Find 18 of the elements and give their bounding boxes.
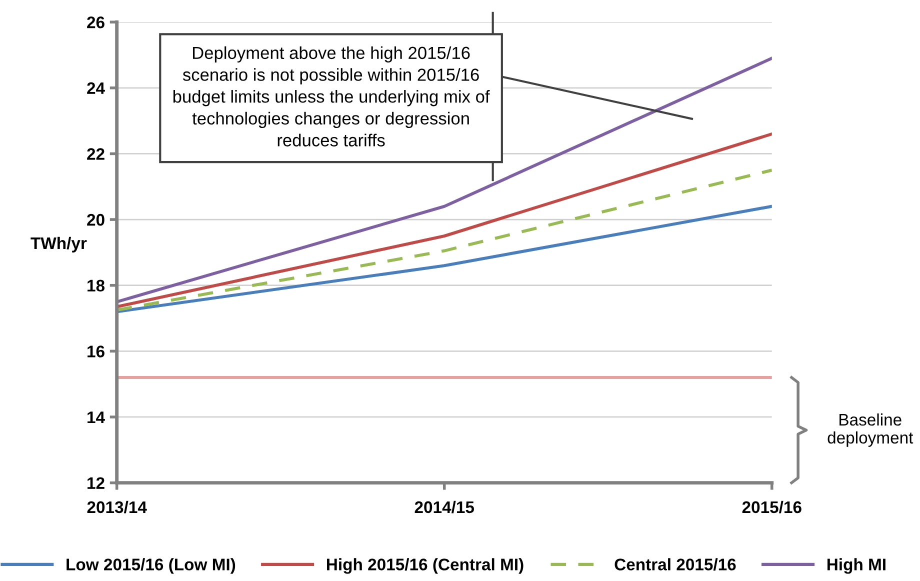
y-axis-title: TWh/yr — [30, 236, 87, 252]
y-tick-label: 26 — [87, 16, 104, 28]
legend-label: Low 2015/16 (Low MI) — [66, 558, 236, 574]
x-tick-label: 2014/15 — [414, 500, 474, 514]
x-tick-label: 2015/16 — [742, 500, 802, 514]
y-tick-label: 14 — [88, 412, 105, 424]
legend-label: Central 2015/16 — [614, 558, 736, 571]
text: Baseline deployment — [828, 413, 914, 447]
y-tick-label: 24 — [87, 82, 105, 94]
y-tick-label: 18 — [88, 280, 105, 292]
x-tick-label: 2013/14 — [87, 500, 147, 514]
y-tick-label: 22 — [87, 148, 104, 160]
y-tick-label: 16 — [88, 346, 104, 358]
y-tick-label: 12 — [88, 477, 104, 489]
legend-label: High MI — [827, 558, 886, 574]
annotation: Deployment above the high 2015/16 scenario is not possible within 2015/16 budget limits unless the underlying mix of technologies changes or degression reduces tariffs — [173, 46, 490, 146]
y-tick-label: 20 — [87, 214, 104, 226]
legend-label: High 2015/16 (Central MI) — [327, 558, 524, 574]
